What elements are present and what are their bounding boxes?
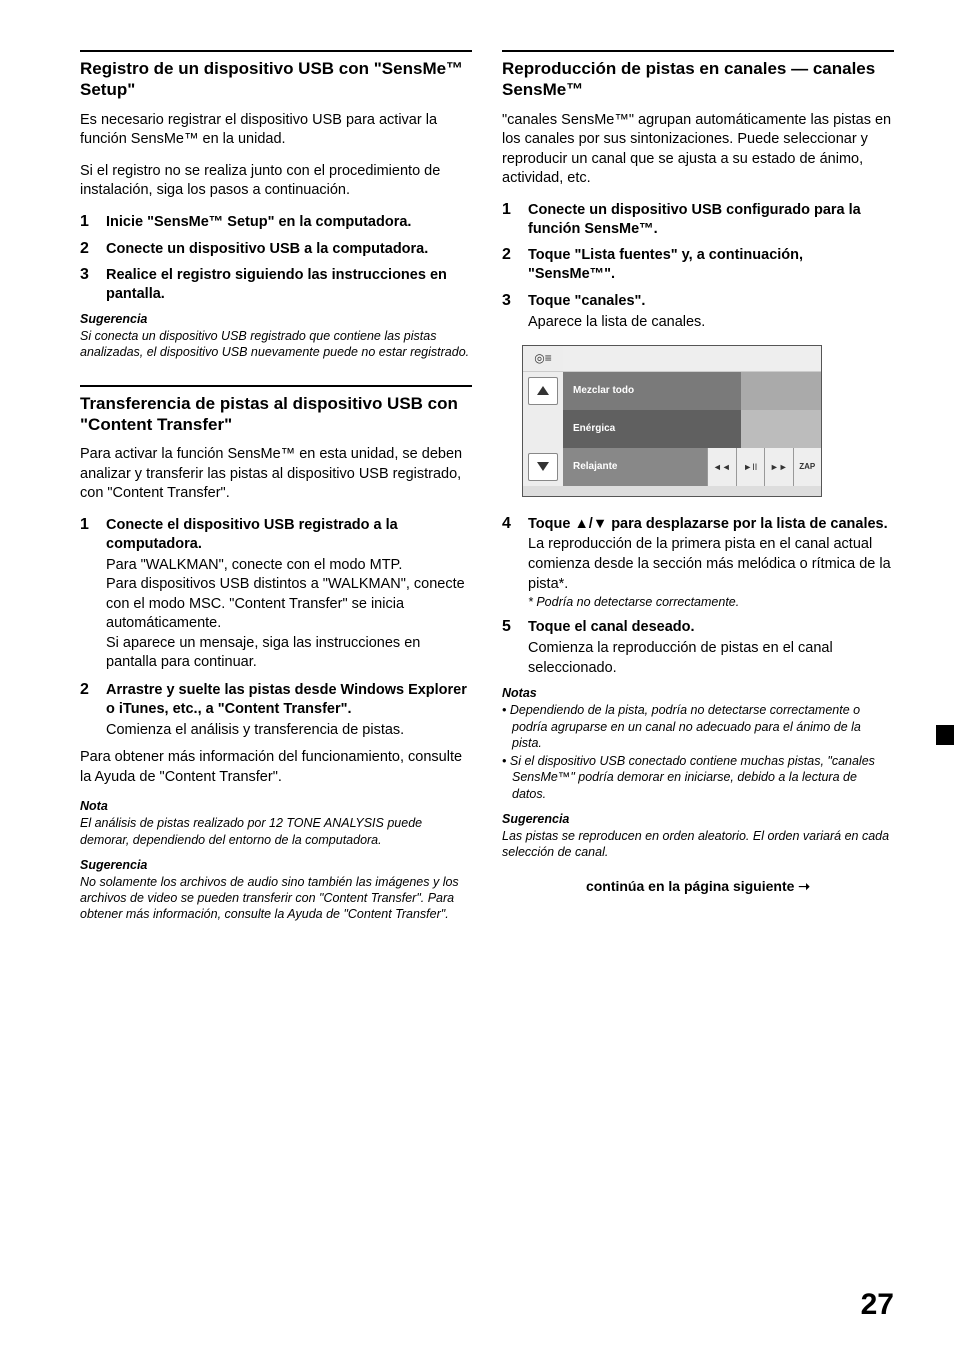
paragraph: Es necesario registrar el dispositivo US… — [80, 111, 472, 150]
step: 2 Toque "Lista fuentes" y, a continuació… — [502, 246, 894, 284]
step-text: Para "WALKMAN", conecte con el modo MTP.… — [106, 556, 472, 673]
step-number: 1 — [80, 213, 96, 232]
nota-item: Dependiendo de la pista, podría no detec… — [502, 702, 894, 751]
nota-text: El análisis de pistas realizado por 12 T… — [80, 815, 472, 848]
step-number: 4 — [502, 515, 518, 611]
step-number: 1 — [502, 201, 518, 239]
step-number: 3 — [80, 266, 96, 304]
page-columns: Registro de un dispositivo USB con "Sens… — [80, 50, 894, 933]
sugerencia-heading: Sugerencia — [80, 312, 472, 326]
step-text: Comienza el análisis y transferencia de … — [106, 721, 472, 741]
step-number: 2 — [80, 240, 96, 259]
notas-heading: Notas — [502, 686, 894, 700]
channel-relajante: Relajante — [573, 461, 617, 472]
page-number: 27 — [861, 1288, 894, 1322]
step-text: Comienza la reproducción de pistas en el… — [528, 639, 894, 678]
step-title: Inicie "SensMe™ Setup" en la computadora… — [106, 213, 472, 232]
album-art-placeholder — [741, 410, 821, 448]
step-number: 3 — [502, 292, 518, 332]
step-title: Arrastre y suelte las pistas desde Windo… — [106, 681, 472, 719]
prev-track-icon: ◄◄ — [707, 448, 736, 486]
step: 1 Inicie "SensMe™ Setup" en la computado… — [80, 213, 472, 232]
section-title-reproduccion: Reproducción de pistas en canales — cana… — [502, 58, 894, 101]
continue-next-page: continúa en la página siguiente ➝ — [502, 878, 894, 895]
sugerencia-text: Las pistas se reproducen en orden aleato… — [502, 828, 894, 861]
nota-heading: Nota — [80, 799, 472, 813]
step-title: Conecte el dispositivo USB registrado a … — [106, 516, 472, 554]
step-number: 2 — [502, 246, 518, 284]
step-title: Toque el canal deseado. — [528, 618, 894, 637]
paragraph: Para obtener más información del funcion… — [80, 748, 472, 787]
step: 1 Conecte un dispositivo USB configurado… — [502, 201, 894, 239]
step: 5 Toque el canal deseado. Comienza la re… — [502, 618, 894, 678]
step-text: Aparece la lista de canales. — [528, 313, 894, 333]
paragraph: Para activar la función SensMe™ en esta … — [80, 445, 472, 504]
nota-item: Si el dispositivo USB conectado contiene… — [502, 753, 894, 802]
section-rule — [502, 50, 894, 52]
step: 4 Toque ▲/▼ para desplazarse por la list… — [502, 515, 894, 611]
sugerencia-heading: Sugerencia — [80, 858, 472, 872]
section-title-transferencia: Transferencia de pistas al dispositivo U… — [80, 393, 472, 436]
paragraph: "canales SensMe™" agrupan automáticament… — [502, 111, 894, 189]
section-title-registro: Registro de un dispositivo USB con "Sens… — [80, 58, 472, 101]
next-track-icon: ►► — [764, 448, 793, 486]
step-number: 2 — [80, 681, 96, 740]
paragraph: Si el registro no se realiza junto con e… — [80, 162, 472, 201]
step-number: 5 — [502, 618, 518, 678]
sugerencia-text: Si conecta un dispositivo USB registrado… — [80, 328, 472, 361]
notas-list: Dependiendo de la pista, podría no detec… — [502, 702, 894, 802]
sugerencia-heading: Sugerencia — [502, 812, 894, 826]
right-column: Reproducción de pistas en canales — cana… — [502, 50, 894, 933]
step-title: Toque "Lista fuentes" y, a continuación,… — [528, 246, 894, 284]
step-title: Realice el registro siguiendo las instru… — [106, 266, 472, 304]
scroll-up-icon — [537, 386, 549, 395]
channel-mezclar-todo: Mezclar todo — [573, 385, 634, 396]
channel-list-figure: ◎≡ Mezclar todo Enérgica Relajante — [522, 345, 822, 497]
sugerencia-text: No solamente los archivos de audio sino … — [80, 874, 472, 923]
scroll-down-icon — [537, 462, 549, 471]
step: 3 Realice el registro siguiendo las inst… — [80, 266, 472, 304]
step-text: La reproducción de la primera pista en e… — [528, 535, 894, 594]
section-rule — [80, 50, 472, 52]
step-number: 1 — [80, 516, 96, 673]
zap-button: ZAP — [793, 448, 822, 486]
step: 3 Toque "canales". Aparece la lista de c… — [502, 292, 894, 332]
edge-tab — [936, 725, 954, 745]
step: 1 Conecte el dispositivo USB registrado … — [80, 516, 472, 673]
channel-energica: Enérgica — [573, 423, 615, 434]
step: 2 Arrastre y suelte las pistas desde Win… — [80, 681, 472, 740]
asterisk-note: * Podría no detectarse correctamente. — [528, 594, 894, 610]
step-title: Toque ▲/▼ para desplazarse por la lista … — [528, 515, 894, 534]
play-pause-icon: ►II — [736, 448, 765, 486]
section-rule — [80, 385, 472, 387]
step-title: Toque "canales". — [528, 292, 894, 311]
step: 2 Conecte un dispositivo USB a la comput… — [80, 240, 472, 259]
left-column: Registro de un dispositivo USB con "Sens… — [80, 50, 472, 933]
step-title: Conecte un dispositivo USB a la computad… — [106, 240, 472, 259]
album-art-placeholder — [741, 372, 821, 410]
playlist-icon: ◎≡ — [533, 351, 553, 365]
step-title: Conecte un dispositivo USB configurado p… — [528, 201, 894, 239]
